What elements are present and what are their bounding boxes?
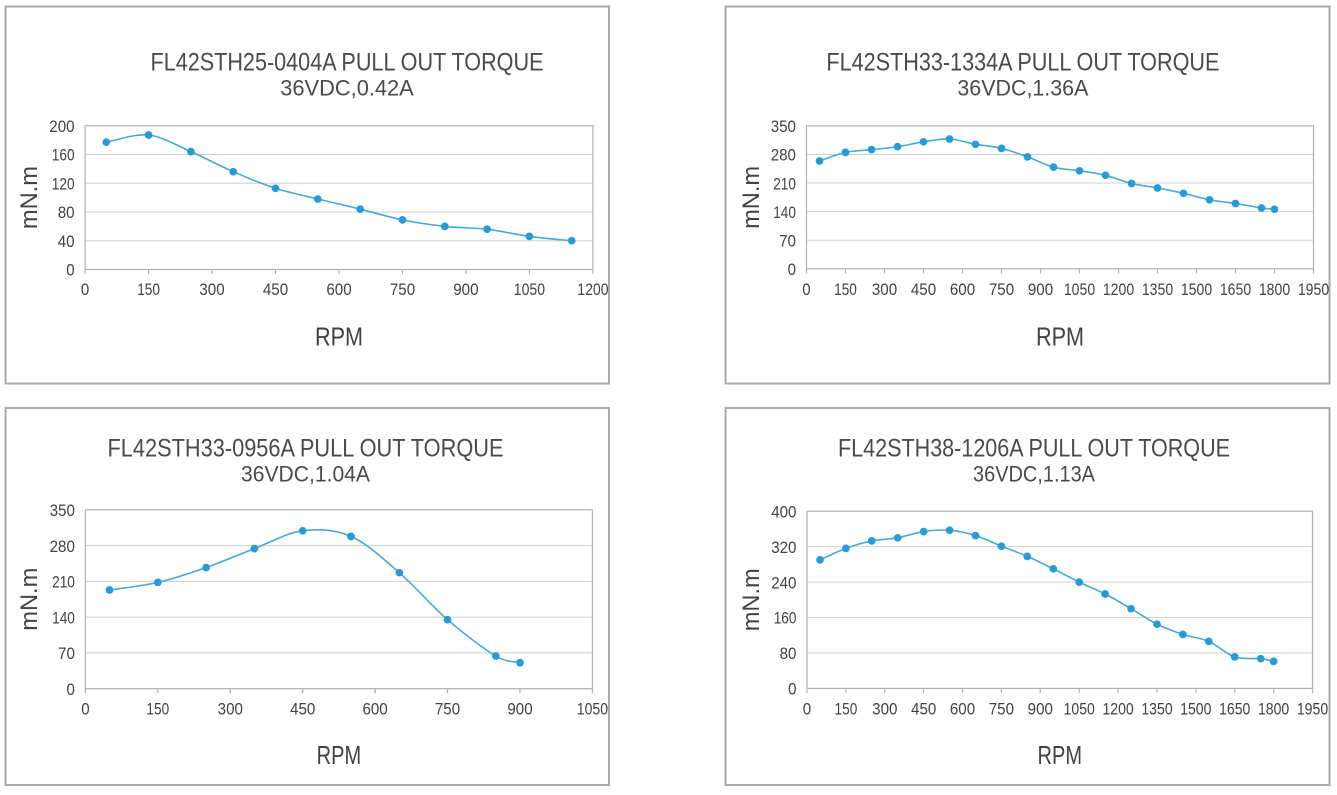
svg-text:1500: 1500 xyxy=(1180,700,1211,719)
svg-text:0: 0 xyxy=(802,280,810,299)
svg-text:280: 280 xyxy=(50,537,75,556)
svg-text:120: 120 xyxy=(52,174,75,193)
svg-text:160: 160 xyxy=(52,146,75,165)
svg-text:750: 750 xyxy=(435,700,460,719)
svg-text:mN.m: mN.m xyxy=(738,568,765,631)
svg-text:RPM: RPM xyxy=(317,742,362,770)
svg-text:0: 0 xyxy=(788,680,796,699)
svg-text:140: 140 xyxy=(52,608,75,627)
svg-text:1050: 1050 xyxy=(577,700,608,719)
svg-text:300: 300 xyxy=(218,700,243,719)
svg-text:150: 150 xyxy=(834,280,857,299)
svg-text:1800: 1800 xyxy=(1259,280,1290,299)
svg-text:1200: 1200 xyxy=(577,280,608,299)
svg-text:400: 400 xyxy=(771,502,796,521)
svg-text:600: 600 xyxy=(950,280,975,299)
svg-text:0: 0 xyxy=(81,280,89,299)
svg-text:1200: 1200 xyxy=(1102,700,1133,719)
svg-text:900: 900 xyxy=(453,280,478,299)
svg-text:160: 160 xyxy=(774,609,797,628)
svg-text:RPM: RPM xyxy=(1038,742,1083,770)
svg-text:70: 70 xyxy=(779,231,796,250)
svg-text:1050: 1050 xyxy=(1064,280,1095,299)
svg-text:mN.m: mN.m xyxy=(738,166,765,229)
svg-text:320: 320 xyxy=(771,538,796,557)
svg-text:1950: 1950 xyxy=(1297,700,1328,719)
svg-text:1350: 1350 xyxy=(1141,700,1172,719)
svg-text:FL42STH25-0404A PULL OUT TORQU: FL42STH25-0404A PULL OUT TORQUE xyxy=(151,49,544,77)
svg-text:1500: 1500 xyxy=(1181,280,1212,299)
svg-text:450: 450 xyxy=(263,280,288,299)
svg-text:mN.m: mN.m xyxy=(16,166,43,229)
svg-text:300: 300 xyxy=(872,280,897,299)
svg-text:600: 600 xyxy=(362,700,387,719)
svg-text:1650: 1650 xyxy=(1220,280,1251,299)
svg-text:600: 600 xyxy=(326,280,351,299)
svg-text:FL42STH33-1334A PULL OUT TORQU: FL42STH33-1334A PULL OUT TORQUE xyxy=(826,49,1219,77)
svg-text:150: 150 xyxy=(146,700,169,719)
svg-text:750: 750 xyxy=(989,700,1014,719)
svg-text:150: 150 xyxy=(137,280,160,299)
svg-text:40: 40 xyxy=(58,232,75,251)
svg-text:36VDC,1.04A: 36VDC,1.04A xyxy=(241,462,370,487)
svg-text:FL42STH33-0956A PULL OUT TORQU: FL42STH33-0956A PULL OUT TORQUE xyxy=(108,435,504,463)
svg-text:0: 0 xyxy=(803,700,811,719)
svg-text:1200: 1200 xyxy=(1103,280,1134,299)
svg-text:450: 450 xyxy=(911,700,936,719)
svg-text:150: 150 xyxy=(835,700,858,719)
svg-text:900: 900 xyxy=(1028,700,1053,719)
svg-text:FL42STH38-1206A PULL OUT TORQU: FL42STH38-1206A PULL OUT TORQUE xyxy=(838,435,1230,463)
svg-text:450: 450 xyxy=(290,700,315,719)
svg-text:1650: 1650 xyxy=(1219,700,1250,719)
svg-text:900: 900 xyxy=(1028,280,1053,299)
svg-text:1050: 1050 xyxy=(514,280,545,299)
svg-text:1350: 1350 xyxy=(1142,280,1173,299)
svg-text:210: 210 xyxy=(52,573,75,592)
svg-text:0: 0 xyxy=(81,700,89,719)
svg-text:36VDC,1.36A: 36VDC,1.36A xyxy=(957,76,1088,101)
svg-text:mN.m: mN.m xyxy=(16,568,43,631)
svg-text:80: 80 xyxy=(780,644,797,663)
svg-text:240: 240 xyxy=(771,573,796,592)
svg-text:600: 600 xyxy=(950,700,975,719)
svg-text:0: 0 xyxy=(788,260,796,279)
svg-text:36VDC,1.13A: 36VDC,1.13A xyxy=(973,462,1095,487)
svg-text:210: 210 xyxy=(773,174,796,193)
svg-text:1050: 1050 xyxy=(1064,700,1095,719)
svg-text:350: 350 xyxy=(771,117,796,136)
svg-text:900: 900 xyxy=(507,700,532,719)
svg-text:80: 80 xyxy=(58,203,75,222)
svg-text:36VDC,0.42A: 36VDC,0.42A xyxy=(280,76,414,101)
svg-text:0: 0 xyxy=(66,261,74,280)
svg-text:280: 280 xyxy=(771,146,796,165)
svg-text:200: 200 xyxy=(49,117,74,136)
svg-text:750: 750 xyxy=(989,280,1014,299)
svg-text:RPM: RPM xyxy=(315,324,363,352)
svg-text:750: 750 xyxy=(390,280,415,299)
svg-text:350: 350 xyxy=(50,501,75,520)
svg-text:RPM: RPM xyxy=(1036,324,1084,352)
svg-text:1950: 1950 xyxy=(1298,280,1329,299)
svg-text:70: 70 xyxy=(58,644,75,663)
svg-text:140: 140 xyxy=(773,203,796,222)
svg-text:450: 450 xyxy=(911,280,936,299)
svg-text:0: 0 xyxy=(67,680,75,699)
svg-text:1800: 1800 xyxy=(1258,700,1289,719)
svg-text:300: 300 xyxy=(872,700,897,719)
svg-text:300: 300 xyxy=(199,280,224,299)
